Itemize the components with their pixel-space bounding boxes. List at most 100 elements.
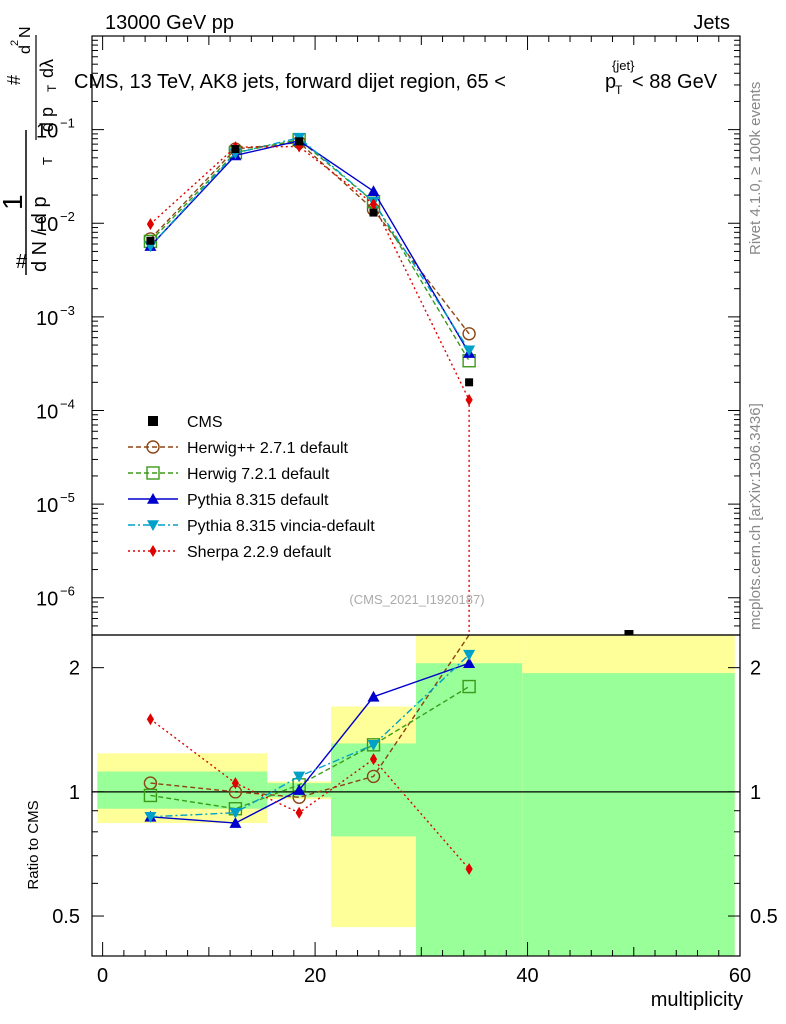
- ratio-series-marker: [295, 806, 303, 819]
- ratio-y-tick-label-right: 1: [750, 782, 761, 804]
- series-line: [149, 145, 470, 401]
- ratio-band-green: [416, 663, 523, 956]
- x-tick-label: 40: [516, 965, 538, 987]
- data-point: [624, 630, 634, 635]
- ratio-y-tick-label-right: 2: [750, 658, 761, 680]
- main-ylabel: # 1 d N / d p T # d 2 N d p T dλ: [0, 26, 59, 275]
- ylabel-sup: 2: [9, 40, 21, 46]
- ylabel-frac2-num: d: [17, 45, 34, 54]
- ratio-series-marker: [146, 713, 155, 726]
- plot-title: CMS, 13 TeV, AK8 jets, forward dijet reg…: [74, 58, 718, 97]
- ratio-y-tick-label: 1: [69, 782, 80, 804]
- ratio-y-tick-label-right: 0.5: [750, 906, 778, 928]
- title-suffix: < 88 GeV: [632, 71, 718, 93]
- legend-label: Pythia 8.315 default: [187, 492, 329, 509]
- ratio-series-marker: [144, 811, 157, 823]
- ratio-series-marker: [366, 769, 381, 784]
- title-sup: {jet}: [612, 58, 635, 73]
- ratio-series-marker: [369, 753, 378, 766]
- legend-label: CMS: [187, 414, 223, 431]
- ratio-band-green: [522, 673, 735, 956]
- data-point: [295, 137, 304, 146]
- analysis-watermark: (CMS_2021_I1920187): [349, 592, 484, 607]
- ylabel-hash-1: #: [16, 251, 28, 273]
- y-tick-label-exponent: −6: [60, 584, 75, 599]
- rivet-version-label: Rivet 4.1.0, ≥ 100k events: [747, 82, 764, 255]
- title-p: p: [605, 71, 616, 93]
- series-marker: [465, 393, 473, 406]
- series-marker: [463, 345, 476, 357]
- ylabel-den-1: d N / d p: [29, 196, 51, 272]
- ratio-series-marker: [229, 807, 242, 819]
- ylabel-sub-1: T: [40, 157, 55, 165]
- ratio-y-tick-label: 2: [69, 658, 80, 680]
- data-point: [465, 378, 474, 387]
- ylabel-lambda: dλ: [37, 59, 57, 78]
- main-panel: 10−610−510−410−310−210−1: [36, 35, 741, 636]
- series-line: [149, 138, 470, 362]
- data-point: [146, 236, 155, 245]
- data-point: [231, 145, 240, 154]
- legend-label: Pythia 8.315 vincia-default: [187, 518, 375, 535]
- legend-label: Sherpa 2.2.9 default: [187, 544, 332, 561]
- y-tick-label-exponent: −2: [60, 209, 75, 224]
- ylabel-hash-2: #: [4, 75, 24, 85]
- series-marker: [369, 198, 378, 211]
- ratio-ylabel: Ratio to CMS: [25, 800, 42, 889]
- y-tick-label-exponent: −3: [60, 303, 75, 318]
- ratio-series-marker: [463, 657, 476, 669]
- y-tick-label: 10: [36, 495, 58, 517]
- y-tick-label-exponent: −1: [60, 116, 75, 131]
- series-marker: [462, 327, 476, 341]
- y-tick-label: 10: [36, 308, 58, 330]
- xlabel: multiplicity: [651, 989, 743, 1011]
- legend-marker: [147, 493, 159, 504]
- mcplots-label: mcplots.cern.ch [arXiv:1306.3436]: [747, 403, 764, 630]
- ratio-series-marker: [231, 777, 240, 790]
- series-line: [149, 141, 470, 335]
- x-tick-label: 0: [97, 965, 108, 987]
- x-tick-label: 20: [304, 965, 326, 987]
- legend-marker: [148, 416, 158, 426]
- series-line: [149, 136, 470, 351]
- ylabel-sub-2: T: [45, 84, 59, 92]
- ratio-panel: 0.5 0.51 12 20 20 40 60: [52, 634, 778, 987]
- ratio-frame: [91, 634, 741, 957]
- title-sub: T: [615, 83, 623, 97]
- ratio-series-marker: [367, 740, 380, 751]
- legend-marker: [147, 520, 159, 531]
- ylabel-num-1: 1: [0, 194, 28, 210]
- legend-label: Herwig++ 2.7.1 default: [187, 440, 349, 457]
- ratio-series-marker: [293, 784, 306, 795]
- ratio-series-marker: [367, 690, 380, 702]
- y-tick-label: 10: [36, 214, 58, 236]
- ratio-y-tick-label: 0.5: [52, 906, 80, 928]
- series-line: [149, 140, 470, 354]
- y-tick-label: 10: [36, 121, 58, 143]
- x-tick-label: 60: [729, 965, 751, 987]
- ratio-uncertainty-bands: [97, 635, 735, 956]
- header-energy: 13000 GeV pp: [105, 12, 234, 34]
- legend-label: Herwig 7.2.1 default: [187, 466, 330, 483]
- legend-marker: [149, 545, 157, 557]
- y-tick-label-exponent: −4: [60, 396, 75, 411]
- y-tick-label: 10: [36, 589, 58, 611]
- y-tick-label: 10: [36, 401, 58, 423]
- title-prefix: CMS, 13 TeV, AK8 jets, forward dijet reg…: [74, 71, 506, 93]
- series-marker: [146, 218, 155, 231]
- legend-marker: [146, 466, 160, 480]
- legend-marker: [146, 440, 160, 454]
- header-category: Jets: [693, 12, 730, 34]
- ylabel-N: N: [17, 26, 34, 38]
- ratio-series-marker: [465, 863, 473, 876]
- ratio-series-marker: [462, 679, 476, 694]
- ylabel-frac2-den: d p: [37, 107, 57, 132]
- series-marker: [367, 185, 380, 196]
- ratio-series-line: [150, 634, 470, 799]
- legend: CMS Herwig++ 2.7.1 default Herwig 7.2.1 de…: [128, 414, 375, 561]
- data-point: [369, 208, 378, 217]
- ratio-series-marker: [463, 649, 476, 661]
- ratio-series-marker: [143, 788, 158, 803]
- ratio-series-marker: [229, 817, 242, 828]
